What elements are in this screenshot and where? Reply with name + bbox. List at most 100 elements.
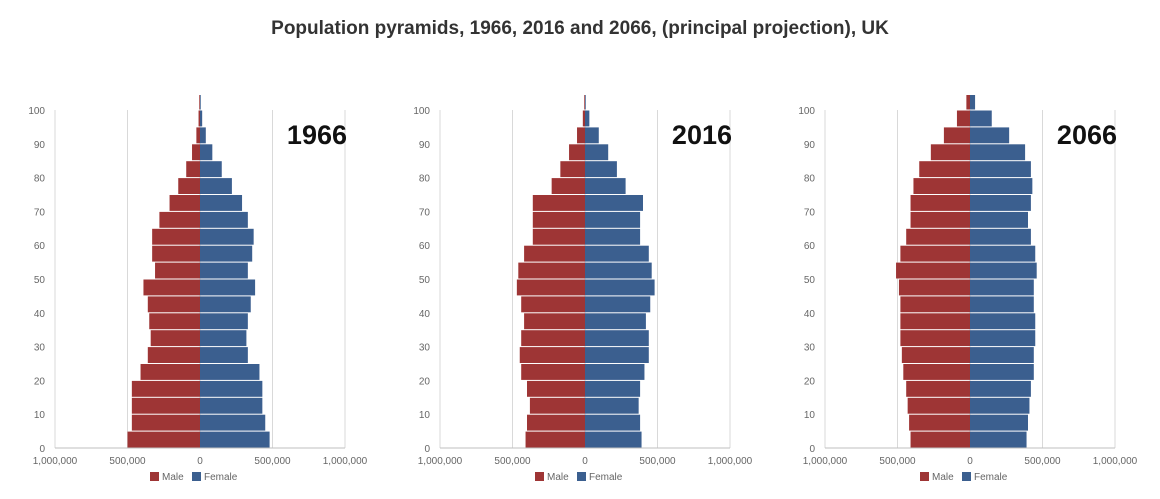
y-tick-label: 50 bbox=[804, 275, 816, 286]
male-bar bbox=[900, 313, 970, 330]
y-tick-label: 30 bbox=[804, 343, 816, 354]
y-tick-label: 80 bbox=[419, 174, 431, 185]
female-bar bbox=[200, 110, 203, 127]
female-bar bbox=[200, 313, 248, 330]
male-bar bbox=[906, 380, 970, 397]
female-bar bbox=[970, 364, 1034, 380]
y-tick-label: 70 bbox=[419, 207, 431, 218]
female-bar bbox=[585, 144, 609, 161]
male-bar bbox=[192, 144, 200, 161]
year-label: 2016 bbox=[672, 120, 732, 150]
y-tick-label: 70 bbox=[804, 207, 816, 218]
male-bar bbox=[524, 313, 585, 330]
y-tick-label: 30 bbox=[34, 343, 46, 354]
pyramid-1966: 1,000,000 500,000 0 500,000 1,000,0000102030… bbox=[28, 95, 368, 483]
female-bar bbox=[200, 195, 243, 211]
male-bar bbox=[898, 279, 970, 296]
x-tick-label: 1,000,000 bbox=[418, 456, 463, 467]
pyramid-2066: 1,000,000 500,000 0 500,000 1,000,0000102030… bbox=[798, 95, 1138, 483]
y-tick-label: 40 bbox=[419, 309, 431, 320]
female-bar bbox=[585, 397, 639, 414]
female-bar bbox=[585, 127, 599, 144]
male-bar bbox=[584, 95, 585, 110]
female-bar bbox=[585, 228, 641, 245]
male-bar bbox=[943, 127, 970, 144]
year-label: 1966 bbox=[287, 120, 347, 150]
male-bar bbox=[155, 262, 200, 279]
male-bar bbox=[919, 161, 970, 178]
y-tick-label: 30 bbox=[419, 343, 431, 354]
male-bar bbox=[521, 330, 585, 347]
y-tick-label: 0 bbox=[424, 444, 430, 455]
female-bar bbox=[200, 95, 201, 110]
legend-female-swatch bbox=[192, 472, 201, 481]
y-tick-label: 90 bbox=[804, 140, 816, 151]
female-bar bbox=[585, 414, 641, 431]
female-bar bbox=[585, 296, 651, 313]
legend-female-label: Female bbox=[589, 472, 623, 483]
year-label: 2066 bbox=[1057, 120, 1117, 150]
male-bar bbox=[930, 144, 970, 161]
female-bar bbox=[970, 127, 1010, 144]
male-bar bbox=[127, 431, 200, 448]
female-bar bbox=[970, 330, 1036, 347]
male-bar bbox=[149, 313, 200, 330]
male-bar bbox=[186, 161, 200, 178]
female-bar bbox=[200, 347, 248, 363]
female-bar bbox=[585, 431, 642, 448]
y-tick-label: 50 bbox=[34, 275, 46, 286]
legend-male-swatch bbox=[535, 472, 544, 481]
male-bar bbox=[910, 195, 970, 211]
male-bar bbox=[532, 195, 585, 211]
female-bar bbox=[970, 296, 1034, 313]
female-bar bbox=[585, 245, 649, 262]
y-tick-label: 10 bbox=[34, 410, 46, 421]
female-bar bbox=[200, 364, 260, 380]
y-tick-label: 10 bbox=[804, 410, 816, 421]
male-bar bbox=[140, 364, 200, 380]
x-tick-label: 0 bbox=[967, 456, 973, 467]
x-tick-label: 1,000,000 bbox=[708, 456, 753, 467]
legend-female-label: Female bbox=[204, 472, 238, 483]
male-bar bbox=[900, 296, 970, 313]
y-tick-label: 40 bbox=[34, 309, 46, 320]
male-bar bbox=[196, 127, 200, 144]
male-bar bbox=[198, 110, 200, 127]
legend-female-swatch bbox=[962, 472, 971, 481]
female-bar bbox=[970, 95, 976, 110]
x-tick-label: 500,000 bbox=[494, 456, 531, 467]
male-bar bbox=[900, 245, 970, 262]
female-bar bbox=[970, 195, 1031, 211]
female-bar bbox=[200, 228, 254, 245]
x-tick-label: 1,000,000 bbox=[33, 456, 78, 467]
female-bar bbox=[970, 228, 1031, 245]
male-bar bbox=[909, 414, 970, 431]
male-bar bbox=[896, 262, 970, 279]
female-bar bbox=[970, 279, 1034, 296]
y-tick-label: 90 bbox=[419, 140, 431, 151]
male-bar bbox=[527, 414, 585, 431]
male-bar bbox=[551, 178, 585, 194]
x-tick-label: 500,000 bbox=[109, 456, 146, 467]
male-bar bbox=[147, 347, 200, 363]
y-tick-label: 10 bbox=[419, 410, 431, 421]
female-bar bbox=[970, 313, 1036, 330]
female-bar bbox=[970, 161, 1031, 178]
male-bar bbox=[147, 296, 200, 313]
male-bar bbox=[524, 245, 585, 262]
female-bar bbox=[970, 262, 1037, 279]
male-bar bbox=[569, 144, 585, 161]
male-bar bbox=[910, 431, 970, 448]
chart-title: Population pyramids, 1966, 2016 and 2066… bbox=[271, 18, 889, 39]
female-bar bbox=[200, 161, 222, 178]
legend-female-swatch bbox=[577, 472, 586, 481]
male-bar bbox=[525, 431, 585, 448]
female-bar bbox=[585, 380, 641, 397]
female-bar bbox=[585, 110, 590, 127]
female-bar bbox=[970, 245, 1036, 262]
female-bar bbox=[970, 347, 1034, 363]
female-bar bbox=[200, 144, 213, 161]
female-bar bbox=[970, 397, 1030, 414]
female-bar bbox=[200, 245, 253, 262]
female-bar bbox=[585, 330, 649, 347]
